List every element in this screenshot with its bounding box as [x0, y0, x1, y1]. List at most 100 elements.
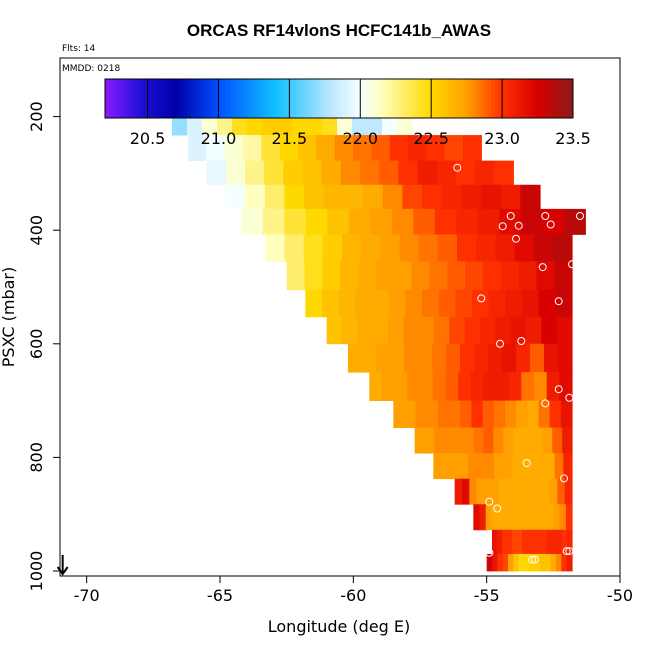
x-tick-label: -60 [340, 586, 366, 605]
colorbar-swatch [159, 79, 164, 118]
heatmap-cell [461, 184, 482, 210]
heatmap-cell [537, 529, 543, 555]
heatmap-cell [494, 160, 514, 186]
heatmap-cell [342, 316, 358, 345]
colorbar-swatch [409, 79, 414, 118]
colorbar-swatch [276, 79, 281, 118]
colorbar-swatch [467, 79, 473, 118]
sample-marker [493, 504, 502, 513]
heatmap-cell [389, 135, 409, 162]
colorbar-swatch [202, 79, 207, 118]
heatmap-cell [444, 135, 464, 162]
heatmap-cell [322, 261, 341, 291]
colorbar-swatch [569, 79, 574, 118]
x-tick-label: -50 [607, 586, 633, 605]
colorbar-swatch [175, 79, 180, 118]
colorbar-swatch [456, 79, 461, 118]
sample-marker [554, 297, 563, 306]
y-tick-label: 200 [27, 101, 46, 132]
colorbar-swatch [303, 79, 309, 118]
colorbar-swatch [300, 79, 305, 118]
colorbar-swatch [561, 79, 566, 118]
heatmap-cell [471, 400, 484, 428]
heatmap-cell [542, 478, 551, 505]
heatmap-cell [547, 529, 553, 555]
y-axis-label: PSXC (mbar) [0, 267, 18, 367]
colorbar-swatch [483, 79, 488, 118]
colorbar-swatch [354, 79, 359, 118]
heatmap-cell [500, 261, 520, 291]
sample-marker [568, 260, 576, 269]
heatmap-cell [520, 478, 529, 505]
heatmap-cell [521, 372, 535, 401]
sample-marker [496, 339, 504, 348]
colorbar-swatch [253, 79, 258, 118]
colorbar-swatch [346, 79, 352, 118]
heatmap-cell [518, 261, 537, 291]
heatmap-cell [398, 160, 419, 186]
heatmap-cell [526, 316, 542, 345]
heatmap-cell [528, 504, 536, 531]
heatmap-cell [527, 400, 540, 428]
heatmap-cell [498, 504, 505, 531]
heatmap-cell [463, 135, 482, 162]
heatmap-cell [434, 427, 445, 454]
heatmap-cell [483, 427, 494, 454]
colorbar-swatch [319, 79, 324, 118]
heatmap-cell [372, 289, 390, 318]
colorbar-swatch [541, 79, 547, 118]
heatmap-cell [481, 184, 502, 210]
heatmap-cell [505, 289, 523, 318]
colorbar: 20.5 21.0 21.5 22.0 22.5 23.0 23.5 [104, 78, 591, 148]
heatmap-cell [472, 289, 490, 318]
colorbar-swatch [136, 79, 141, 118]
colorbar-swatch [163, 79, 168, 118]
x-tick-label: -55 [474, 586, 500, 605]
heatmap-cell [549, 400, 562, 428]
colorbar-swatch [323, 79, 328, 118]
sample-marker [554, 385, 563, 394]
colorbar-swatch [132, 79, 137, 118]
colorbar-tick-label: 20.5 [130, 129, 166, 148]
heatmap-cell [298, 135, 317, 162]
heatmap-cell [554, 261, 573, 291]
heatmap-cell [522, 427, 534, 454]
colorbar-swatch [502, 79, 508, 118]
heatmap-cell [429, 261, 448, 291]
heatmap-cell [541, 504, 548, 531]
colorbar-swatch [108, 79, 114, 118]
heatmap-cell [376, 343, 391, 373]
colorbar-swatch [210, 79, 215, 118]
colorbar-swatch [518, 79, 523, 118]
colorbar-swatch [155, 79, 161, 118]
colorbar-swatch [565, 79, 570, 118]
heatmap-cell [535, 504, 542, 531]
heatmap-cell [415, 400, 428, 428]
heatmap-cell [547, 504, 555, 531]
colorbar-swatch [463, 79, 469, 118]
heatmap-cell [464, 316, 481, 345]
heatmap-cell [488, 343, 503, 373]
heatmap-cell [522, 504, 530, 531]
heatmap-cell [436, 160, 457, 186]
colorbar-tick-label: 22.0 [342, 129, 378, 148]
heatmap-cell [460, 343, 475, 373]
colorbar-swatch [261, 79, 266, 118]
heatmap-cell [557, 529, 563, 555]
heatmap-cell [495, 316, 512, 345]
heatmap-cell [284, 234, 305, 262]
heatmap-cell [417, 160, 438, 186]
heatmap-cell [469, 478, 478, 505]
heatmap-cell [284, 208, 307, 235]
heatmap-cell [473, 504, 481, 531]
heatmap-cell [340, 160, 361, 186]
heatmap-cell [554, 453, 564, 480]
colorbar-swatch [284, 79, 289, 118]
heatmap-cell [363, 184, 384, 210]
heatmap-cell [342, 234, 362, 262]
colorbar-swatch [557, 79, 562, 118]
sample-marker [530, 555, 539, 564]
heatmap-cell [562, 427, 573, 454]
heatmap-cell [538, 289, 556, 318]
colorbar-swatch [112, 79, 118, 118]
